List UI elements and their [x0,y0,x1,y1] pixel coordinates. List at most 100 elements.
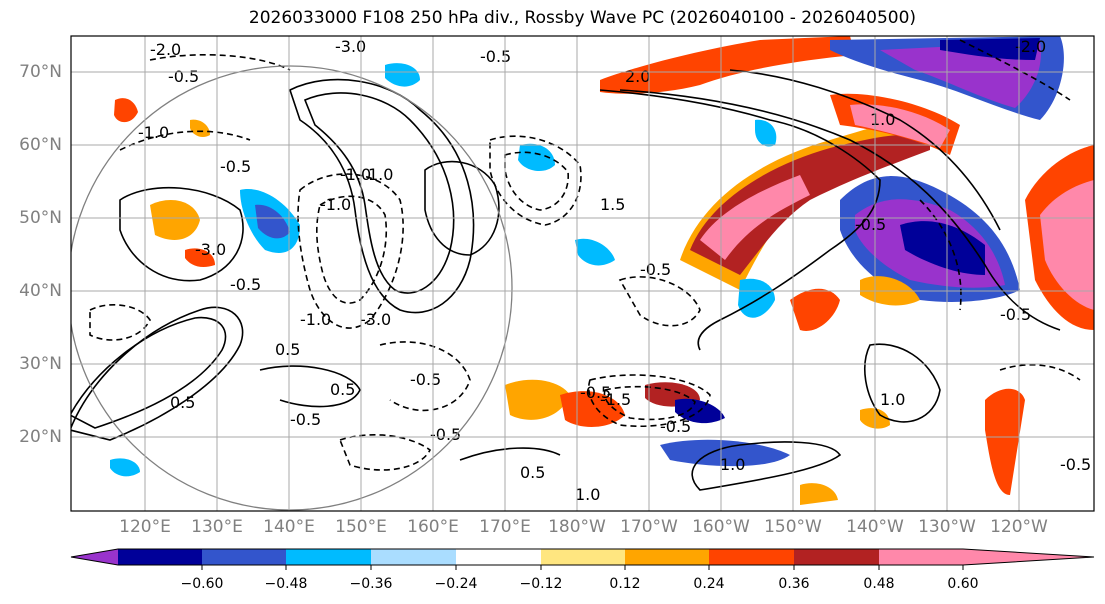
colorbar-tick-label: 0.48 [863,576,895,592]
colorbar-extend-high [963,549,1094,565]
contour-positive-3 [424,160,500,256]
shade-positive-trop2 [560,391,625,427]
colorbar-tick-label: −0.12 [519,576,563,592]
contour-positive-8 [619,89,1061,331]
contour-label: -2.0 [1015,37,1046,56]
contour-label: 1.5 [600,195,625,214]
contour-label: -0.5 [230,275,261,294]
chart-title: 2026033000 F108 250 hPa div., Rossby Wav… [248,8,917,28]
colorbar-tick-label: −0.24 [434,576,478,592]
colorbar-swatch [879,549,963,565]
contour-label: -1.0 [320,195,351,214]
contour-negative-15 [89,304,151,341]
contour-positive-6 [71,316,227,429]
lon-label: 130°E [191,517,243,537]
colorbar-tick-label: 0.60 [947,576,979,592]
map-frame [70,35,1095,512]
contour-label: -0.5 [430,425,461,444]
contour-label: 2.0 [625,67,650,86]
contour-label: -2.0 [150,40,181,59]
lon-label: 180°W [548,517,606,537]
colorbar-swatch [709,549,794,565]
contour-label: -0.5 [480,47,511,66]
shade-negative-pac3 [738,278,775,318]
shade-negative-trop1 [660,439,790,467]
contour-label: 0.5 [330,380,355,399]
colorbar-tick-label: −0.60 [180,576,224,592]
contour-positive-5 [71,306,244,441]
lon-label: 170°E [479,517,531,537]
shade-positive-wpac1 [114,98,138,123]
colorbar-extend-low [71,549,118,565]
shade-positive-ne-band-inner [690,134,930,275]
shade-positive-wpac2 [985,388,1025,495]
shade-negative-pac2 [518,143,555,172]
contour-positive-12 [729,69,1001,231]
contour-label: 1.0 [870,110,895,129]
shade-positive-wpac6 [800,483,838,505]
shade-positive-arctic [600,36,855,94]
gridlines [71,36,1094,511]
lat-label: 40°N [19,281,62,301]
contour-label: -0.5 [410,370,441,389]
region-outline-circle [71,65,513,511]
lon-label: 170°W [620,517,678,537]
contour-negative-1 [297,173,404,329]
colorbar-tick-label: −0.36 [349,576,393,592]
contour-negative-2 [316,195,388,304]
shade-negative-japan-inner [255,204,290,239]
lon-label: 150°E [335,517,387,537]
lon-label: 140°W [846,517,904,537]
colorbar-swatch [118,549,202,565]
contour-positive-10 [864,343,941,423]
lat-label: 30°N [19,354,62,374]
colorbar-tick-label: 0.24 [693,576,725,592]
lon-label: 150°W [764,517,822,537]
lon-label: 140°E [263,517,315,537]
lat-label: 50°N [19,208,62,228]
contour-label: -0.5 [660,417,691,436]
colorbar-swatch [541,549,625,565]
contour-positive-2 [303,92,455,294]
contour-label: 1.0 [575,485,600,504]
contour-label: -0.5 [1060,455,1091,474]
colorbar-swatch [371,549,456,565]
lon-label: 120°W [990,517,1048,537]
contour-positive-9 [691,441,842,491]
lat-label: 60°N [19,135,62,155]
contour-positive-4 [119,186,244,282]
shade-negative-pac4 [385,63,420,87]
contour-label: -0.5 [168,67,199,86]
contour-negative-11 [999,364,1081,381]
contour-positive-13 [259,365,361,408]
lon-label: 160°E [407,517,459,537]
contour-label: -0.5 [855,215,886,234]
colorbar-tick-label: −0.48 [264,576,308,592]
contour-negative-5 [588,374,711,428]
contour-label: 0.5 [170,393,195,412]
contour-label: -3.0 [335,37,366,56]
contour-negative-8 [119,130,251,151]
contour-label: 0.5 [520,463,545,482]
shade-positive-east-pink [1040,180,1094,310]
contour-label: -0.5 [640,260,671,279]
contour-negative-13 [618,276,701,327]
shade-positive-wpac3 [190,119,210,138]
contour-negative-4 [504,151,569,211]
shade-positive-asia1 [150,200,200,240]
contour-negative-6 [603,385,696,421]
contour-label: 1.0 [880,390,905,409]
contour-negative-12 [338,434,432,471]
lat-label: 70°N [19,62,62,82]
contour-negative-10 [919,199,962,311]
lat-label: 20°N [19,427,62,447]
contour-label: -3.0 [360,310,391,329]
colorbar-swatch [456,549,541,565]
colorbar-outline [70,548,1095,566]
colorbar [70,548,1095,570]
colorbar-tick-label: 0.12 [609,576,641,592]
contour-label: -1.0 [300,310,331,329]
contour-label-layer: -2.0 -3.0-0.5-1.0-3.0-0.5-1.0-1.0-0.51.0-… [138,37,1091,504]
contour-label: -0.5 [290,410,321,429]
